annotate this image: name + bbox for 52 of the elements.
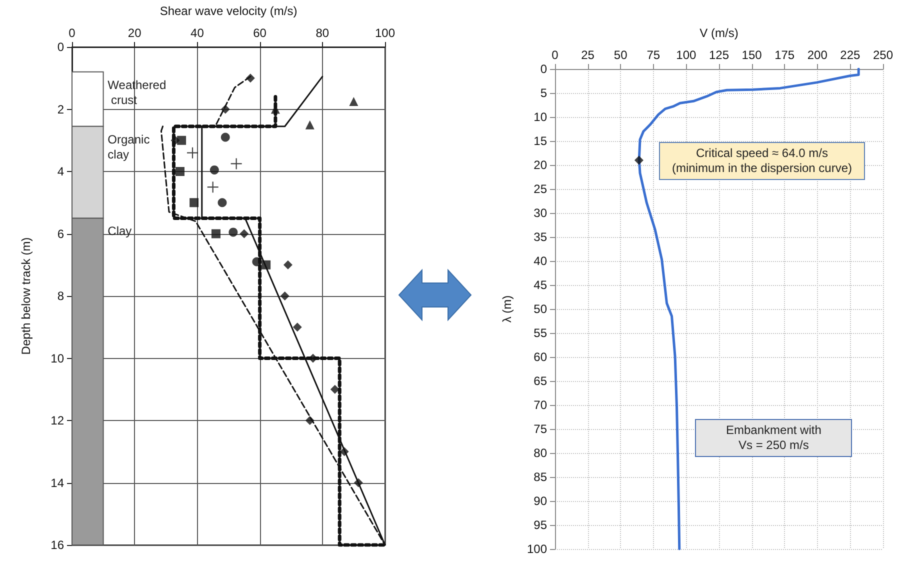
- y-tick-label: 14: [50, 476, 64, 490]
- y-tick-label: 10: [534, 110, 548, 124]
- x-tick-label: 150: [742, 48, 762, 62]
- x-axis-title: Shear wave velocity (m/s): [160, 4, 298, 18]
- y-tick-label: 0: [540, 62, 548, 76]
- x-tick-label: 75: [646, 48, 660, 62]
- y-tick-label: 5: [540, 86, 548, 100]
- y-tick-label: 40: [534, 254, 548, 268]
- x-tick-label: 200: [807, 48, 828, 62]
- y-tick-label: 30: [534, 206, 548, 220]
- y-tick-label: 15: [534, 134, 548, 148]
- note-box: Critical speed ≈ 64.0 m/s (minimum in the dispersion curve): [658, 142, 866, 180]
- x-tick-label: 20: [128, 26, 142, 40]
- y-tick-label: 60: [534, 350, 548, 364]
- y-tick-label: 16: [50, 538, 64, 552]
- y-tick-label: 95: [534, 518, 548, 532]
- y-tick-label: 35: [534, 230, 548, 244]
- y-tick-label: 85: [534, 470, 548, 484]
- y-tick-label: 45: [534, 278, 548, 292]
- y-tick-label: 70: [534, 398, 548, 412]
- x-tick-label: 25: [581, 48, 595, 62]
- x-tick-label: 0: [68, 26, 76, 40]
- y-tick-label: 25: [534, 182, 548, 196]
- y-tick-label: 50: [534, 302, 548, 316]
- x-tick-label: 80: [316, 26, 330, 40]
- x-tick-label: 100: [374, 26, 396, 40]
- y-tick-label: 12: [50, 414, 64, 428]
- x-tick-label: 100: [676, 48, 697, 62]
- x-axis-title: V (m/s): [700, 26, 738, 40]
- y-tick-label: 2: [57, 102, 64, 116]
- y-axis-title: λ (m): [500, 295, 514, 323]
- x-tick-label: 225: [840, 48, 861, 62]
- y-tick-label: 80: [534, 446, 548, 460]
- y-tick-label: 100: [526, 542, 548, 556]
- y-tick-label: 55: [534, 326, 548, 340]
- y-tick-label: 20: [534, 158, 548, 172]
- y-tick-label: 6: [57, 226, 64, 241]
- y-tick-label: 75: [534, 422, 548, 436]
- x-tick-label: 40: [190, 26, 204, 40]
- y-tick-label: 90: [534, 494, 548, 508]
- y-tick-label: 10: [50, 351, 64, 366]
- note-box: Embankment with Vs = 250 m/s: [695, 419, 852, 457]
- x-tick-label: 0: [552, 48, 559, 62]
- x-tick-label: 125: [708, 48, 730, 62]
- y-tick-label: 65: [534, 374, 548, 388]
- x-tick-label: 60: [253, 26, 267, 40]
- y-tick-label: 4: [57, 164, 64, 178]
- x-tick-label: 175: [774, 48, 795, 62]
- y-tick-label: 8: [57, 289, 64, 303]
- y-axis-title: Depth below track (m): [19, 237, 33, 355]
- x-tick-label: 50: [614, 48, 628, 62]
- x-tick-label: 250: [872, 48, 894, 62]
